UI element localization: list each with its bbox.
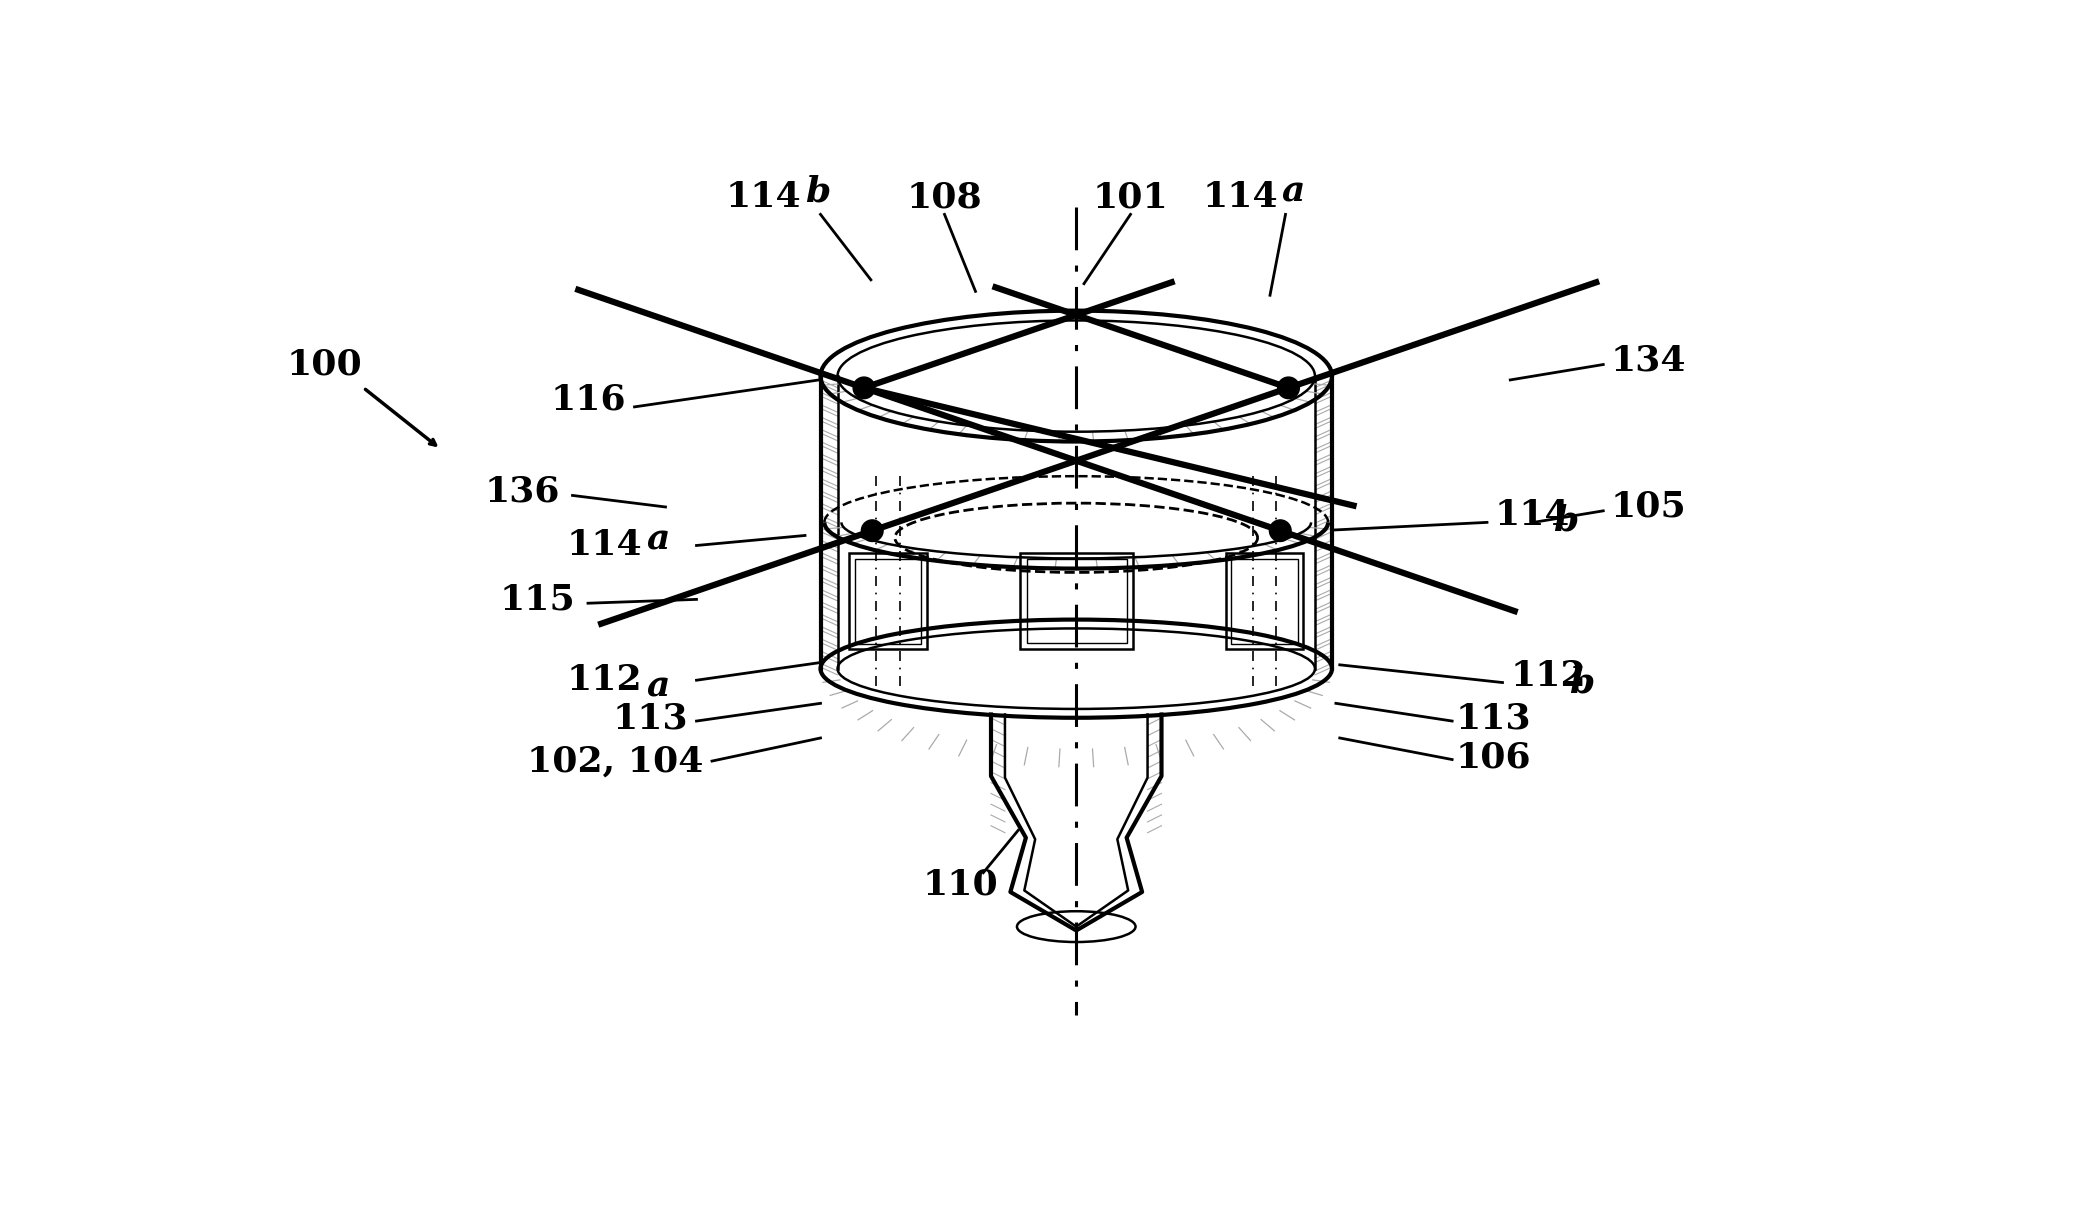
Text: 114: 114 (1201, 180, 1277, 214)
Text: 108: 108 (907, 180, 983, 214)
Text: 112: 112 (1510, 659, 1586, 694)
Text: a: a (647, 522, 670, 556)
Text: b: b (1569, 665, 1594, 700)
Text: 101: 101 (1092, 180, 1168, 214)
Text: 113: 113 (1455, 701, 1531, 736)
Text: 114: 114 (724, 180, 800, 214)
Text: a: a (1281, 174, 1304, 208)
Bar (848, 554, 926, 649)
Text: 106: 106 (1455, 740, 1531, 774)
Text: 105: 105 (1611, 490, 1686, 523)
Text: 116: 116 (550, 382, 626, 416)
Text: 136: 136 (485, 475, 561, 509)
Bar (1231, 559, 1298, 643)
Text: 112: 112 (567, 664, 643, 698)
Text: 100: 100 (286, 347, 363, 382)
Bar (855, 559, 922, 643)
Circle shape (1277, 377, 1300, 399)
Bar (1027, 560, 1126, 643)
Bar (1226, 554, 1304, 649)
Text: 113: 113 (613, 701, 689, 736)
Text: 110: 110 (922, 867, 997, 901)
Text: b: b (804, 174, 830, 208)
Text: 114: 114 (567, 528, 643, 562)
Text: 134: 134 (1611, 343, 1686, 377)
Text: 115: 115 (500, 583, 575, 617)
Bar (1021, 554, 1132, 649)
Circle shape (1268, 520, 1291, 542)
Text: b: b (1552, 504, 1577, 538)
Text: a: a (647, 670, 670, 704)
Circle shape (861, 520, 884, 542)
Circle shape (853, 377, 876, 399)
Text: 102, 104: 102, 104 (527, 744, 704, 779)
Text: 114: 114 (1495, 498, 1571, 532)
